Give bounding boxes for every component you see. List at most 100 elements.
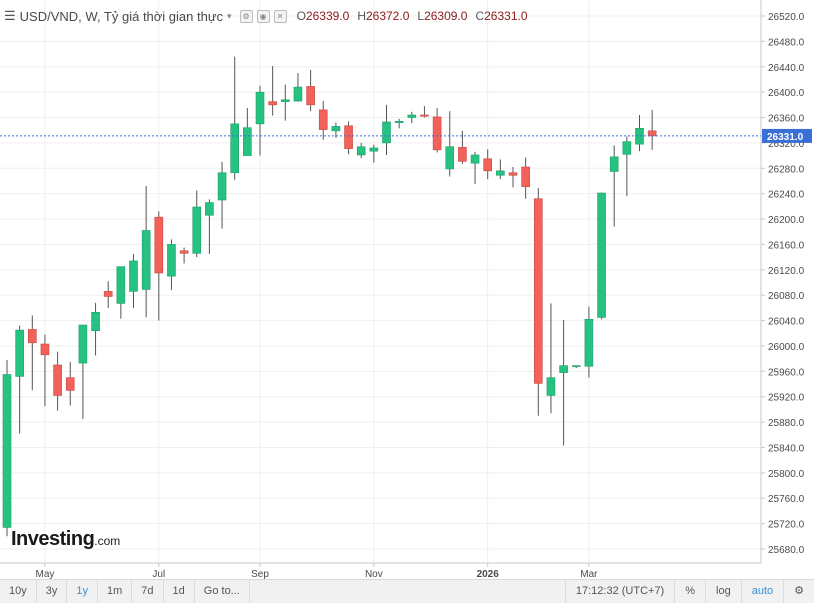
y-tick-label: 25960.0 <box>768 367 805 378</box>
clock-readout: 17:12:32 (UTC+7) <box>564 580 674 603</box>
range-7d[interactable]: 7d <box>132 580 164 603</box>
candle-up <box>407 114 417 118</box>
candle-up <box>559 365 568 373</box>
candle-up <box>15 329 24 377</box>
y-tick-label: 25800.0 <box>768 469 805 480</box>
y-tick-label: 26080.0 <box>768 291 805 302</box>
y-tick-label: 25720.0 <box>768 520 805 531</box>
y-tick-label: 26120.0 <box>768 266 805 277</box>
candle-up <box>78 324 88 364</box>
chart-header: ☰ USD/VND, W, Tỷ giá thời gian thực ▾ ⚙ … <box>4 6 528 26</box>
y-tick-label: 25680.0 <box>768 545 805 556</box>
candle-up <box>369 147 379 152</box>
candle-up <box>129 260 138 292</box>
ohlc-values: O26339.0 H26372.0 L26309.0 C26331.0 <box>297 9 528 23</box>
hide-icon[interactable]: ◉ <box>256 9 270 23</box>
y-tick-label: 26200.0 <box>768 215 805 226</box>
candlestick-chart[interactable]: 25680.0 25720.0 25760.0 25800.0 25840.0 25880… <box>0 0 814 579</box>
candle-up <box>571 365 581 367</box>
settings-gear-icon[interactable]: ⚙ <box>783 580 814 603</box>
high-value: 26372.0 <box>365 9 410 23</box>
candle-up <box>496 170 505 176</box>
y-tick-label: 26000.0 <box>768 342 805 353</box>
y-tick-label: 26520.0 <box>768 12 805 23</box>
y-tick-label: 26240.0 <box>768 190 805 201</box>
candle-down <box>318 109 328 130</box>
candle-up <box>584 319 594 367</box>
candle-up <box>622 141 632 155</box>
candle-up <box>597 192 606 318</box>
goto-button[interactable]: Go to... <box>195 580 250 603</box>
candle-up <box>331 126 341 132</box>
candle-down <box>268 101 277 106</box>
logo-suffix: .com <box>94 534 121 548</box>
range-1d[interactable]: 1d <box>164 580 195 603</box>
candle-up <box>546 377 556 396</box>
candle-down <box>179 250 189 254</box>
low-key: L <box>417 9 425 23</box>
y-tick-label: 25880.0 <box>768 418 805 429</box>
candle-up <box>167 244 176 277</box>
candle-down <box>306 86 315 106</box>
candle-up <box>382 121 391 144</box>
candle-up <box>470 154 480 164</box>
y-tick-label: 26280.0 <box>768 164 805 175</box>
last-price-marker: 26331.0 <box>0 128 812 143</box>
x-tick-label: Jul <box>152 569 165 579</box>
investing-logo: Investing.com <box>11 528 120 551</box>
candle-down <box>483 158 493 172</box>
candle-down <box>420 114 429 117</box>
bottom-toolbar: 10y 3y 1y 1m 7d 1d Go to... 17:12:32 (UT… <box>0 579 814 603</box>
range-3y[interactable]: 3y <box>37 580 68 603</box>
close-value: 26331.0 <box>484 9 528 23</box>
candle-down <box>533 198 543 384</box>
candle-down <box>27 329 37 344</box>
percent-toggle[interactable]: % <box>674 580 705 603</box>
x-tick-label: Nov <box>365 569 383 579</box>
candle-down <box>53 364 62 396</box>
candle-up <box>243 127 252 156</box>
candle-down <box>154 216 164 274</box>
symbol-title[interactable]: USD/VND, W, Tỷ giá thời gian thực <box>19 8 224 24</box>
candle-down <box>344 125 353 149</box>
low-value: 26309.0 <box>424 9 468 23</box>
candle-up <box>635 128 644 145</box>
y-tick-label: 26320.0 <box>768 139 805 150</box>
x-tick-label: May <box>35 569 54 579</box>
candle-down <box>521 166 530 187</box>
collapse-legend-icon[interactable]: ☰ <box>4 8 16 23</box>
y-tick-label: 26440.0 <box>768 63 805 74</box>
candle-up <box>116 266 126 304</box>
candle-up <box>255 91 265 125</box>
range-1y[interactable]: 1y <box>67 580 98 603</box>
open-value: 26339.0 <box>305 9 350 23</box>
candle-down <box>508 172 518 176</box>
auto-toggle[interactable]: auto <box>740 580 783 603</box>
candle-down <box>432 116 442 151</box>
candle-up <box>205 202 214 216</box>
y-tick-label: 25920.0 <box>768 393 805 404</box>
candle-up <box>445 146 455 170</box>
candle-up <box>394 121 404 123</box>
close-icon[interactable]: ✕ <box>273 9 287 23</box>
settings-icon[interactable]: ⚙ <box>239 9 253 23</box>
chevron-down-icon[interactable]: ▾ <box>227 10 232 21</box>
candle-down <box>40 343 50 356</box>
log-toggle[interactable]: log <box>705 580 741 603</box>
y-tick-label: 26360.0 <box>768 114 805 125</box>
range-1m[interactable]: 1m <box>98 580 133 603</box>
y-tick-label: 26040.0 <box>768 317 805 328</box>
candle-up <box>192 206 202 254</box>
range-10y[interactable]: 10y <box>0 580 37 603</box>
candle-down <box>647 130 657 137</box>
logo-text: Investing <box>11 528 95 550</box>
candles <box>2 56 657 537</box>
y-tick-label: 26400.0 <box>768 88 805 99</box>
y-tick-label: 26480.0 <box>768 37 805 48</box>
candle-up <box>280 99 290 102</box>
y-axis: 25680.0 25720.0 25760.0 25800.0 25840.0 25880… <box>761 12 805 556</box>
y-tick-label: 26160.0 <box>768 240 805 251</box>
candle-up <box>217 172 227 201</box>
x-tick-label: Mar <box>580 569 598 579</box>
candle-up <box>293 86 303 102</box>
